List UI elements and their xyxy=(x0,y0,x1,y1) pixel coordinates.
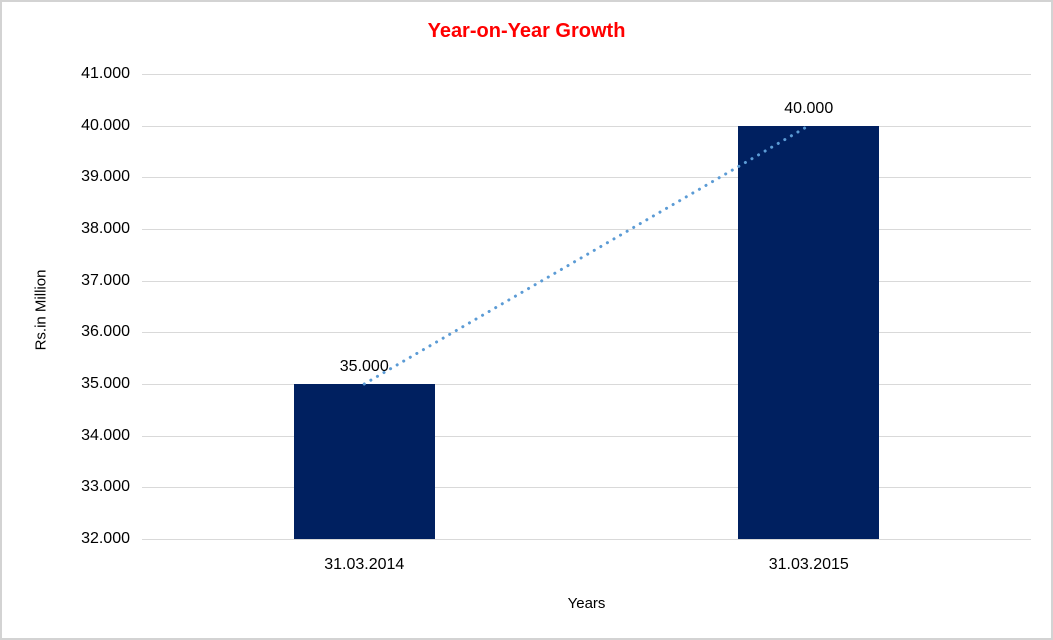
gridline xyxy=(142,332,1031,334)
plot-area: 35.000 40.000 31.03.2014 31.03.2015 Years xyxy=(142,74,1031,612)
gridline xyxy=(142,74,1031,75)
y-tick-label: 34.000 xyxy=(81,426,130,444)
gridline xyxy=(142,229,1031,230)
gridline xyxy=(142,435,1031,437)
gridline xyxy=(142,125,1031,127)
gridline xyxy=(142,539,1031,540)
gridline xyxy=(142,177,1031,179)
x-axis-title: Years xyxy=(567,595,606,612)
data-label: 40.000 xyxy=(784,99,834,117)
data-label: 35.000 xyxy=(339,358,389,375)
trendline xyxy=(362,124,811,386)
gridline xyxy=(142,280,1031,282)
y-tick-label: 36.000 xyxy=(81,323,130,341)
gridline xyxy=(142,487,1031,489)
y-tick-label: 33.000 xyxy=(81,478,130,496)
bar-31.03.2014 xyxy=(293,384,435,539)
bar-31.03.2015 xyxy=(738,125,880,539)
y-tick-label: 39.000 xyxy=(81,168,130,186)
y-tick-label: 35.000 xyxy=(81,375,130,392)
y-tick-label: 32.000 xyxy=(81,530,130,547)
x-tick-label: 31.03.2015 xyxy=(768,556,849,573)
y-tick-label: 38.000 xyxy=(81,220,130,237)
y-tick-label: 41.000 xyxy=(81,65,130,82)
chart-title: Year-on-Year Growth xyxy=(427,20,626,42)
y-axis-tick-labels: 32.000 33.000 34.000 35.000 36.000 37.000 38.0… xyxy=(2,65,130,547)
y-tick-label: 37.000 xyxy=(81,271,130,289)
gridline xyxy=(142,384,1031,385)
x-tick-label: 31.03.2014 xyxy=(324,556,405,573)
y-tick-label: 40.000 xyxy=(81,116,130,134)
